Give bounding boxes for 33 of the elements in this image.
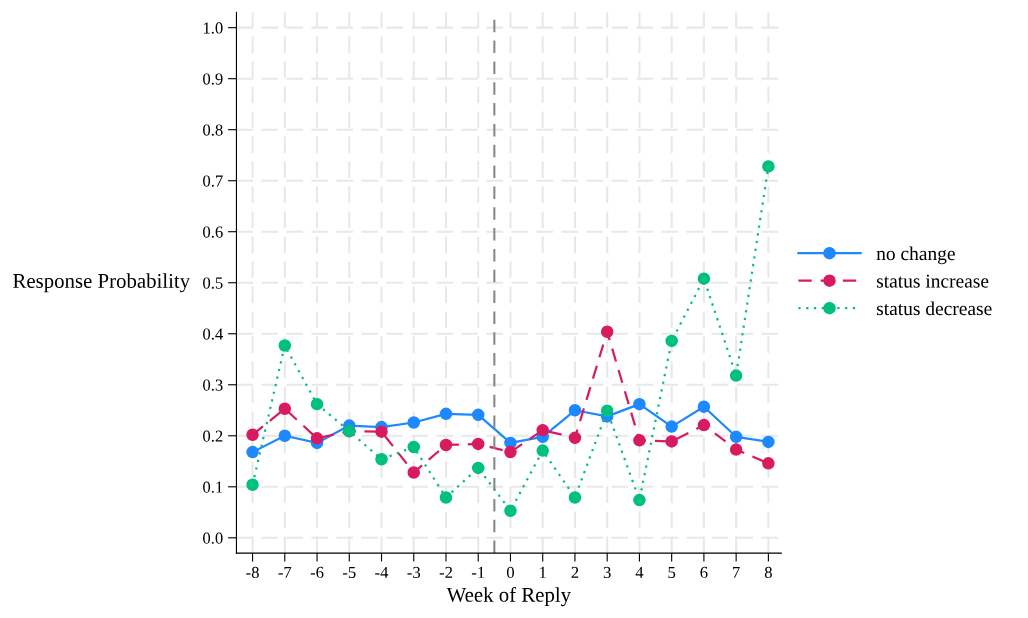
y-tick-label: 1.0 (203, 22, 223, 34)
x-tick-label: 8 (764, 566, 772, 579)
y-axis-title: Response Probability (13, 273, 191, 293)
x-tick-label: 4 (635, 566, 644, 578)
x-tick-label: -6 (310, 566, 324, 579)
x-tick-label: -2 (439, 566, 453, 578)
y-tick-label: 0.9 (203, 73, 223, 85)
y-tick-label: 0.7 (203, 175, 223, 187)
y-tick-label: 0.8 (203, 124, 223, 136)
y-tick-label: 0.4 (203, 328, 223, 340)
x-axis-title: Week of Reply (446, 586, 571, 607)
x-tick-label: 5 (668, 566, 676, 579)
legend-label: no change (876, 246, 955, 265)
y-tick-label: 0.5 (203, 277, 223, 289)
legend-label: status increase (876, 274, 989, 288)
x-tick-label: 0 (506, 566, 514, 579)
legend-label: status decrease (876, 301, 992, 316)
x-tick-label: 7 (733, 566, 740, 578)
x-tick-label: 3 (603, 566, 611, 579)
x-tick-label: -8 (246, 566, 259, 579)
y-tick-label: 0.6 (203, 226, 223, 238)
x-tick-label: -7 (278, 566, 292, 578)
x-tick-label: 1 (540, 566, 546, 578)
x-tick-label: -1 (471, 566, 485, 578)
x-tick-label: -5 (342, 566, 356, 579)
y-tick-label: 0.0 (203, 532, 223, 544)
y-tick-label: 0.1 (203, 481, 223, 493)
x-tick-label: 6 (700, 566, 708, 579)
x-tick-label: -4 (375, 566, 389, 578)
y-tick-label: 0.2 (203, 430, 223, 442)
x-tick-label: 2 (571, 566, 579, 578)
y-tick-label: 0.3 (203, 379, 223, 391)
x-tick-label: -3 (407, 566, 421, 579)
